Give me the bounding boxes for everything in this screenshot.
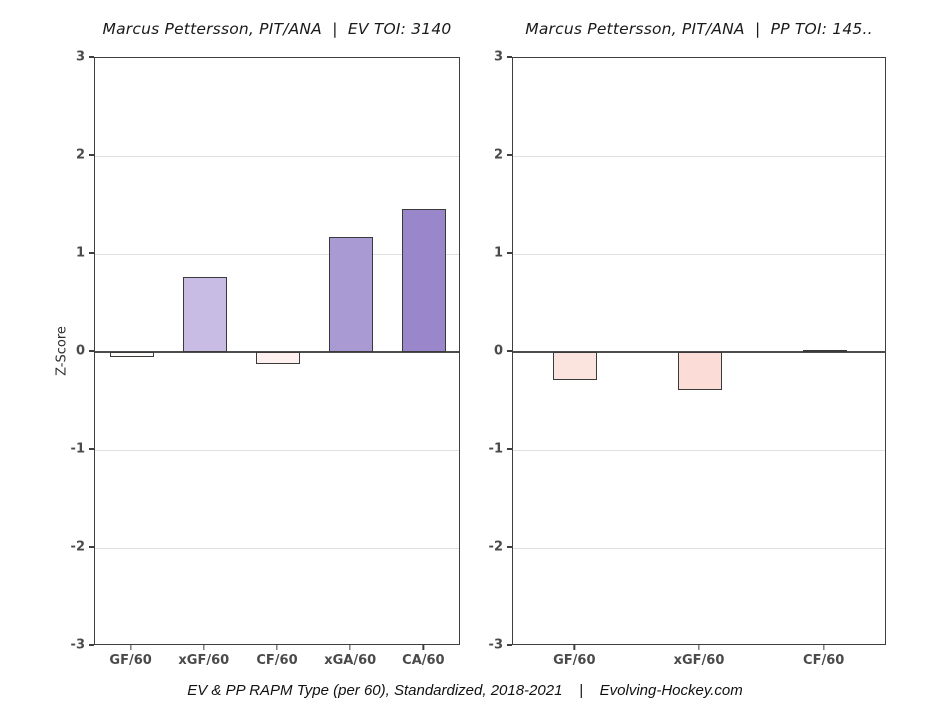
bar-ca-60 [402, 208, 447, 352]
y-tick-label: 1 [75, 245, 85, 261]
y-tick-label: -3 [488, 637, 503, 653]
gridline [95, 253, 459, 255]
y-tick-mark [507, 252, 512, 254]
y-tick-label: 0 [75, 343, 85, 359]
gridline [513, 547, 885, 549]
x-tick-label: GF/60 [553, 653, 596, 668]
x-tick-mark [422, 645, 425, 650]
x-tick-label: CA/60 [402, 653, 445, 668]
y-tick-mark [89, 448, 94, 450]
x-tick-mark [276, 645, 278, 650]
bar-xgf-60 [182, 276, 227, 352]
y-tick-mark [507, 448, 512, 450]
y-tick-label: -2 [70, 539, 85, 555]
y-tick-label: 2 [493, 147, 503, 163]
x-tick-label: xGA/60 [324, 653, 377, 668]
y-tick-mark [89, 644, 94, 646]
gridline [95, 449, 459, 451]
y-tick-mark [89, 546, 94, 548]
y-tick-label: 2 [75, 147, 85, 163]
pp-plot-area [512, 57, 886, 645]
x-tick-mark [698, 645, 700, 650]
x-tick-label: CF/60 [256, 653, 298, 668]
gridline [513, 155, 885, 157]
bar-xga-60 [329, 237, 374, 352]
y-tick-mark [507, 546, 512, 548]
gridline [513, 449, 885, 451]
y-tick-label: -1 [70, 441, 85, 457]
y-tick-label: -3 [70, 637, 85, 653]
y-tick-mark [89, 56, 94, 58]
bar-cf-60 [802, 350, 847, 353]
x-tick-mark [573, 645, 575, 650]
x-tick-mark [129, 645, 132, 650]
y-tick-mark [89, 350, 94, 352]
y-tick-label: -1 [488, 441, 503, 457]
y-tick-label: 0 [493, 343, 503, 359]
y-tick-mark [507, 350, 512, 352]
bar-cf-60 [256, 352, 300, 364]
y-tick-label: 1 [493, 245, 503, 261]
gridline [95, 547, 459, 549]
y-tick-label: 3 [493, 49, 503, 65]
y-tick-mark [507, 644, 512, 646]
gridline [95, 155, 459, 157]
bar-xgf-60 [678, 352, 722, 391]
x-tick-label: xGF/60 [673, 653, 725, 668]
y-tick-mark [507, 56, 512, 58]
y-tick-label: -2 [488, 539, 503, 555]
x-tick-label: CF/60 [803, 653, 845, 668]
y-tick-mark [507, 154, 512, 156]
ev-plot-area [94, 57, 460, 645]
x-tick-mark [823, 645, 825, 650]
ev-chart-title: Marcus Pettersson, PIT/ANA | EV TOI: 314… [102, 20, 452, 38]
pp-chart-title: Marcus Pettersson, PIT/ANA | PP TOI: 145… [525, 20, 873, 38]
bar-gf-60 [109, 352, 154, 357]
y-tick-label: 3 [75, 49, 85, 65]
x-tick-label: xGF/60 [178, 653, 230, 668]
gridline [513, 253, 885, 255]
chart-caption: EV & PP RAPM Type (per 60), Standardized… [187, 682, 743, 699]
bar-gf-60 [553, 352, 598, 381]
x-tick-label: GF/60 [109, 653, 152, 668]
y-tick-mark [89, 154, 94, 156]
x-tick-mark [349, 645, 351, 650]
x-tick-mark [203, 645, 205, 650]
y-tick-mark [89, 252, 94, 254]
